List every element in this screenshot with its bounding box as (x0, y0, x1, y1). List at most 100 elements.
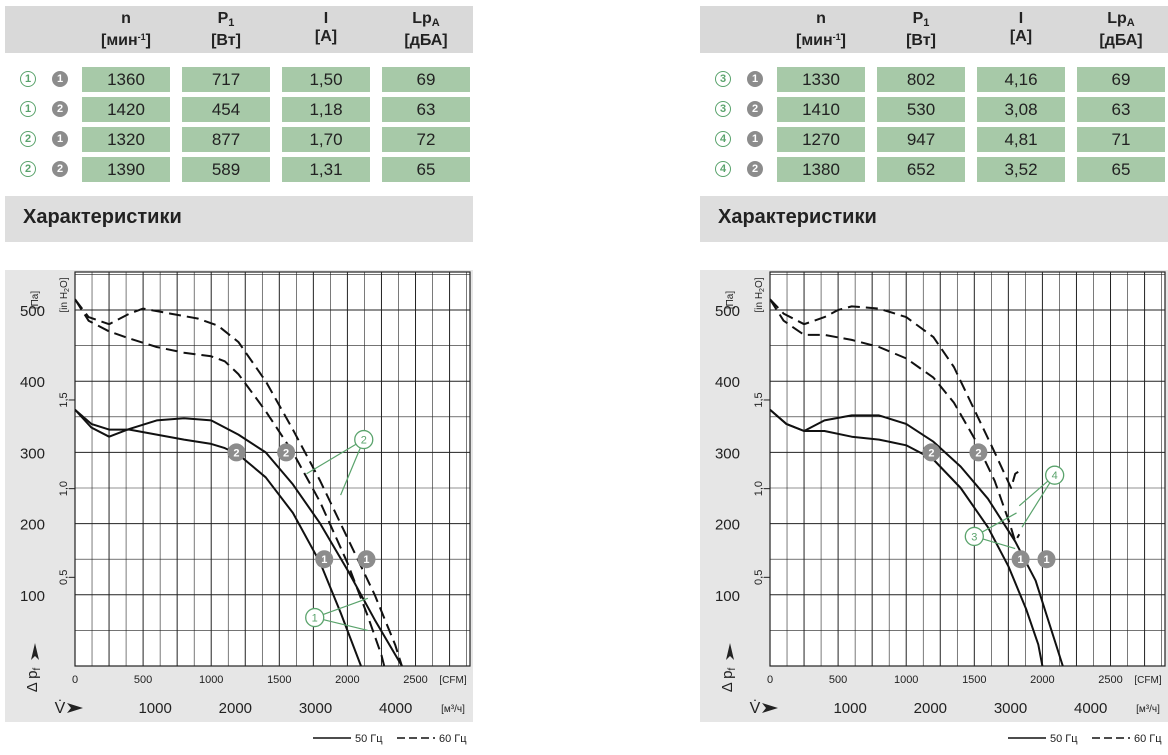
cell-i: 4,81 (977, 127, 1065, 152)
cell-i: 1,50 (282, 67, 370, 92)
section-header: Характеристики (5, 196, 473, 242)
curve-marker-outline (1045, 465, 1065, 485)
cell-p1: 947 (877, 127, 965, 152)
table-row: 4 2 1380 652 3,52 65 (700, 157, 1168, 183)
curve-marker-label: 1 (321, 554, 327, 566)
curve-marker-label: 1 (363, 554, 369, 566)
curve-50hz (770, 408, 1064, 666)
x-tick-label-m3h: 1000 (138, 700, 171, 717)
y-axis-label-pa: [Па] (725, 291, 736, 310)
x-tick-label-cfm: 1000 (894, 674, 918, 686)
curve-marker-outline (305, 607, 325, 628)
y-axis-label-pa: [Па] (30, 291, 41, 310)
x-tick-label-cfm: 1500 (962, 674, 986, 686)
x-axis-symbol: V̇ (750, 699, 761, 717)
curve-marker-label: 1 (1043, 554, 1049, 566)
x-tick-label-m3h: 3000 (994, 700, 1027, 717)
cell-i: 1,18 (282, 97, 370, 122)
curve-marker-outline: 1 (20, 71, 36, 87)
x-axis-label-cfm: [CFM] (439, 675, 466, 686)
panel-left: n [мин-1] P1 [Вт] I [А] LpA [дБА] 1 1 1360 7… (5, 0, 473, 755)
curve-marker-filled: 2 (52, 101, 68, 117)
x-tick-label-m3h: 1000 (833, 700, 866, 717)
curve-marker-label: 2 (975, 447, 981, 459)
y-tick-label-inh2o: 1,0 (753, 481, 765, 496)
x-tick-label-m3h: 4000 (1074, 700, 1107, 717)
table-row: 2 2 1390 589 1,31 65 (5, 157, 473, 183)
cell-n: 1410 (777, 97, 865, 122)
cell-i: 3,08 (977, 97, 1065, 122)
x-tick-label-m3h: 2000 (914, 700, 947, 717)
x-axis-symbol: V̇ (55, 699, 66, 717)
y-tick-label-inh2o: 0,5 (58, 570, 70, 585)
table-row: 3 2 1410 530 3,08 63 (700, 97, 1168, 123)
cell-n: 1270 (777, 127, 865, 152)
cell-p1: 589 (182, 157, 270, 182)
curve-marker-label: 2 (283, 447, 289, 459)
y-tick-label-pa: 500 (20, 303, 45, 320)
x-tick-label-cfm: 0 (72, 674, 78, 686)
curve-marker-outline: 4 (715, 161, 731, 177)
cell-n: 1330 (777, 67, 865, 92)
table-row: 3 1 1330 802 4,16 69 (700, 67, 1168, 93)
header-p1: P1 [Вт] (906, 10, 936, 49)
curve-marker-outline (354, 429, 374, 450)
header-n: n [мин-1] (795, 10, 846, 49)
x-tick-label-cfm: 2000 (1030, 674, 1054, 686)
y-axis-label-inh2o: [in H2O] (754, 277, 766, 312)
y-tick-label-pa: 200 (715, 517, 740, 534)
y-tick-label-pa: 200 (20, 517, 45, 534)
curve-marker-outline: 2 (20, 131, 36, 147)
curve-marker-filled: 1 (52, 71, 68, 87)
cell-n: 1380 (777, 157, 865, 182)
cell-lpa: 71 (1077, 127, 1165, 152)
cell-p1: 530 (877, 97, 965, 122)
callout-line (340, 439, 365, 496)
y-tick-label-pa: 100 (715, 588, 740, 605)
curve-marker-label: 4 (1052, 470, 1058, 482)
table-row: 2 1 1320 877 1,70 72 (5, 127, 473, 153)
cell-p1: 877 (182, 127, 270, 152)
cell-lpa: 63 (382, 97, 470, 122)
y-tick-label-pa: 300 (715, 445, 740, 462)
x-axis-label-m3h: [м³/ч] (441, 704, 465, 715)
x-tick-label-cfm: 2500 (1098, 674, 1122, 686)
x-tick-label-m3h: 3000 (299, 700, 332, 717)
x-tick-label-m3h: 4000 (379, 700, 412, 717)
curve-marker-outline: 2 (20, 161, 36, 177)
cell-lpa: 69 (382, 67, 470, 92)
plot-area (74, 271, 471, 667)
curve-marker-label: 2 (361, 435, 367, 447)
y-axis-label-inh2o: [in H2O] (59, 277, 71, 312)
cell-n: 1360 (82, 67, 170, 92)
x-tick-label-cfm: 500 (134, 674, 152, 686)
cell-p1: 717 (182, 67, 270, 92)
y-tick-label-inh2o: 1,5 (58, 392, 70, 407)
curve-marker-filled (1011, 550, 1030, 569)
curve-marker-filled: 2 (747, 101, 763, 117)
header-i: I [А] (314, 10, 338, 45)
y-axis-symbol: Δ pf (719, 668, 738, 693)
curve-60hz (770, 298, 1022, 489)
cell-i: 3,52 (977, 157, 1065, 182)
x-tick-label-cfm: 500 (829, 674, 847, 686)
curve-marker-filled (922, 443, 941, 462)
curve-marker-outline: 3 (715, 101, 731, 117)
curve-marker-label: 3 (971, 531, 977, 543)
curve-marker-outline: 4 (715, 131, 731, 147)
curve-marker-label: 2 (233, 447, 239, 459)
x-tick-label-m3h: 2000 (219, 700, 252, 717)
curve-marker-label: 1 (312, 613, 318, 625)
curve-60hz (75, 298, 386, 666)
cell-lpa: 63 (1077, 97, 1165, 122)
y-tick-label-pa: 400 (20, 374, 45, 391)
cell-lpa: 65 (1077, 157, 1165, 182)
panel-right: n [мин-1] P1 [Вт] I [А] LpA [дБА] 3 1 1330 8… (700, 0, 1168, 755)
curve-marker-filled: 2 (52, 161, 68, 177)
section-title: Характеристики (23, 206, 182, 228)
curve-marker-filled (227, 443, 246, 462)
curve-marker-filled (969, 443, 988, 462)
